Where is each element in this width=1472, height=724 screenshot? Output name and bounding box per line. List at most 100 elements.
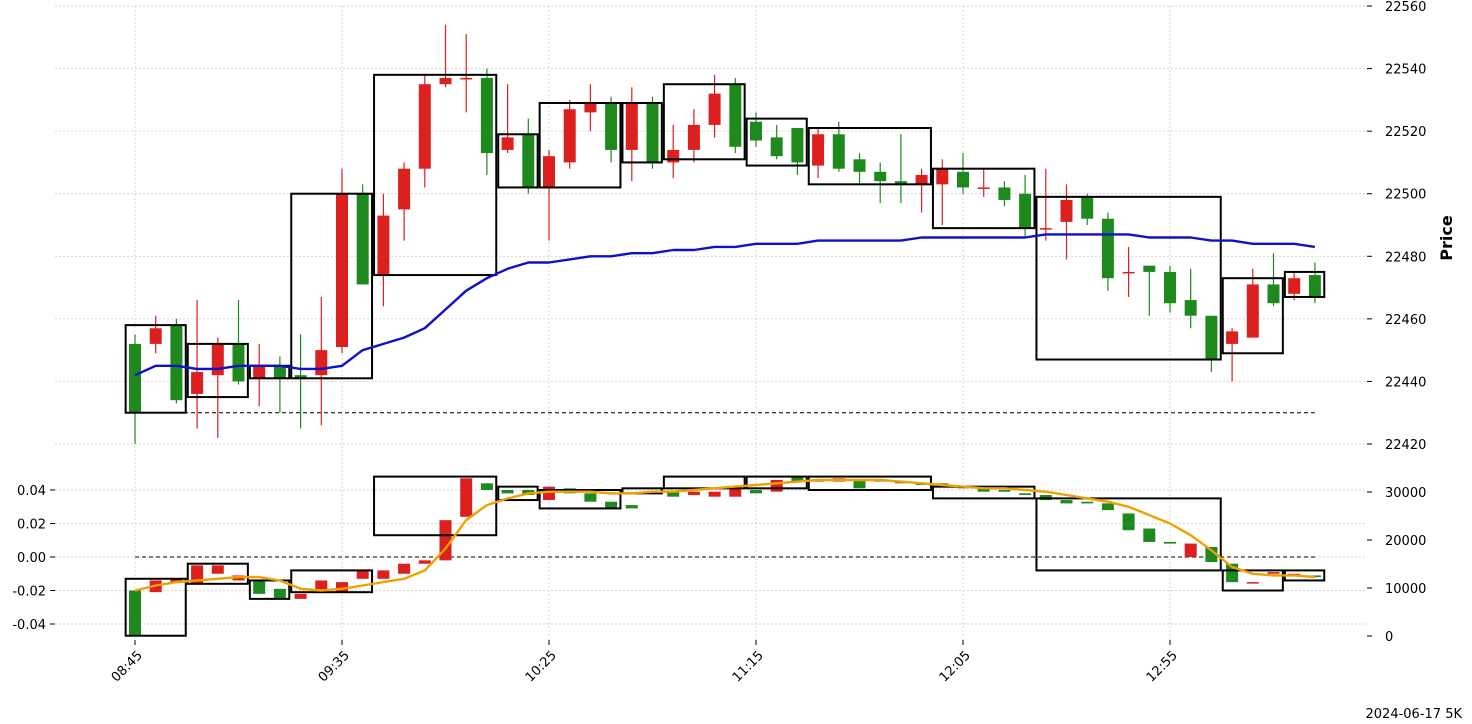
candle-body [977,187,990,189]
candle-body [418,84,431,169]
price-range-box [373,73,498,277]
lower-left-tick-label: -0.04 [12,618,46,633]
price-tick-label: 22440 [1385,375,1426,390]
lower-bar [853,479,866,489]
candle-body [129,343,141,413]
lower-left-tick-label: 0.00 [17,551,46,566]
candle-body [356,193,369,285]
lower-right-tick-label: 0 [1385,630,1393,645]
lower-bar [1164,541,1176,544]
price-range-box [1035,195,1222,361]
lower-right-tick-label: 20000 [1385,534,1426,549]
candle-body [398,168,411,210]
lower-bar [667,491,680,497]
time-tick-label: 08:45 [109,648,146,685]
lower-bar [1184,543,1197,557]
candle-body [667,149,680,163]
lower-bar [480,483,493,490]
candle-body [874,171,887,182]
price-tick-label: 22420 [1385,438,1426,453]
range-boxes [124,73,1326,637]
candle-body [543,156,555,188]
candle-body [832,134,845,169]
price-range-box [186,342,249,399]
lower-bar [791,476,804,482]
lower-range-box [931,485,1036,500]
time-tick-label: 12:05 [937,648,974,685]
price-tick-label: 22520 [1385,125,1426,140]
candle-body [377,215,390,276]
price-tick-label: 22480 [1385,250,1426,265]
candle-body [1288,278,1301,294]
lower-range-box [290,569,374,594]
price-tick-label: 22500 [1385,188,1426,203]
lower-left-tick-label: -0.02 [12,585,46,600]
lower-range-box [1035,497,1222,572]
time-tick-label: 09:35 [316,648,353,685]
candle-body [1081,196,1094,219]
candle-body [687,124,700,150]
lower-bar [584,493,597,502]
price-range-box [662,83,746,161]
lower-bar [356,570,369,579]
moving-average-lines [134,233,1316,592]
price-range-box [538,101,622,189]
lower-bar [1267,572,1280,574]
candle-body [750,121,762,141]
lower-bar [315,580,328,591]
lower-bar [418,560,431,564]
price-tick-label: 22460 [1385,313,1426,328]
lower-bar [1019,493,1032,496]
price-range-box [1221,277,1284,355]
candle-body [936,168,949,185]
price-range-box [621,101,663,164]
candle-body [915,174,928,185]
lower-bar [1060,500,1073,504]
price-range-box [497,133,539,189]
candle-body [1164,271,1176,304]
candle-body [336,193,348,348]
price-candles [129,24,1321,444]
candle-body [605,102,618,150]
candle-body [1101,218,1114,279]
time-tick-label: 10:25 [523,648,560,685]
candle-body [439,77,452,85]
price-range-box [1283,270,1326,298]
lower-bar [998,490,1011,492]
candle-body [894,181,907,185]
candle-body [480,77,493,154]
lower-range-box [373,475,498,537]
candle-body [770,137,783,157]
lower-left-tick-label: 0.02 [17,518,46,533]
lower-right-tick-label: 10000 [1385,582,1426,597]
candle-body [791,128,804,163]
lower-bar [501,490,514,494]
candle-body [501,137,514,150]
lower-bar [377,570,390,579]
lower-bar [294,593,307,599]
lower-panel-bars [129,476,1321,636]
price-range-box [931,167,1036,230]
lower-bar [605,501,618,509]
candle-body [957,171,969,188]
lower-bar [977,488,990,492]
candle-body [646,102,659,163]
candle-body [584,102,597,113]
time-tick-label: 12:55 [1144,648,1181,685]
lower-bar [750,490,762,494]
candle-body [1226,331,1239,344]
price-axis-label: Price [1437,215,1456,261]
candle-body [1019,193,1032,229]
candle-body [1308,275,1321,297]
candle-body [1267,284,1280,304]
lower-bar [398,563,411,574]
price-tick-label: 22540 [1385,63,1426,78]
candle-body [729,84,742,147]
lower-bar [1143,528,1156,542]
price-range-box [124,324,187,414]
candle-body [1143,265,1156,272]
lower-bar [770,479,783,492]
lower-range-box [538,489,622,510]
lower-bar [253,580,266,594]
lower-bar [1205,546,1218,563]
